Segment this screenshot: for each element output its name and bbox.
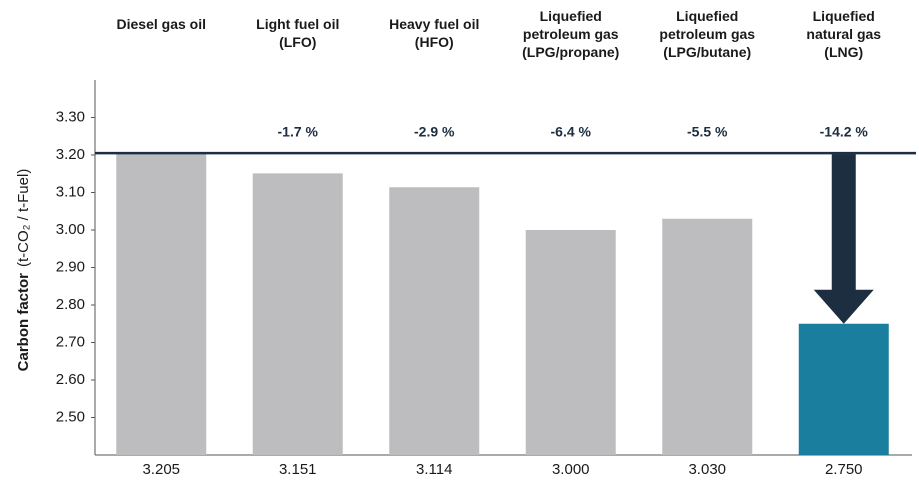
y-tick-label: 2.80 — [56, 296, 85, 313]
y-tick-label: 3.10 — [56, 183, 85, 200]
value-label: 3.030 — [688, 461, 726, 478]
category-label: Heavy fuel oil (HFO) — [389, 16, 479, 50]
y-tick-label: 2.90 — [56, 258, 85, 275]
category-label: Liquefied petroleum gas (LPG/propane) — [522, 8, 619, 60]
y-tick-label: 3.00 — [56, 221, 85, 238]
category-line: Heavy fuel oil — [389, 16, 479, 32]
y-tick-label: 2.60 — [56, 371, 85, 388]
category-line: (LNG) — [824, 44, 863, 60]
bar — [116, 153, 207, 455]
change-label: -5.5 % — [687, 124, 728, 140]
y-tick-label: 3.30 — [56, 108, 85, 125]
y-tick-label: 2.70 — [56, 333, 85, 350]
change-label: -6.4 % — [551, 124, 592, 140]
bar — [662, 218, 753, 455]
category-label: Light fuel oil (LFO) — [256, 16, 339, 50]
y-axis-title: Carbon factor — [15, 273, 32, 372]
reduction-arrow — [813, 154, 874, 324]
bar — [252, 173, 343, 455]
category-line: (LPG/butane) — [663, 44, 751, 60]
category-line: (HFO) — [415, 34, 454, 50]
y-axis-label: Carbon factor (t-CO₂ / t-Fuel) — [15, 169, 32, 372]
y-tick-label: 2.50 — [56, 408, 85, 425]
category-line: petroleum gas — [659, 26, 755, 42]
category-line: (LFO) — [279, 34, 316, 50]
bar — [798, 323, 889, 455]
category-line: Liquefied — [813, 8, 875, 24]
bar — [525, 230, 616, 455]
category-label: Diesel gas oil — [117, 16, 206, 32]
change-label: -2.9 % — [414, 124, 455, 140]
value-label: 3.000 — [552, 461, 590, 478]
value-label: 3.205 — [142, 461, 180, 478]
y-tick-label: 3.20 — [56, 146, 85, 163]
category-line: Light fuel oil — [256, 16, 339, 32]
y-axis-unit: (t-CO₂ / t-Fuel) — [15, 169, 32, 267]
category-line: natural gas — [806, 26, 881, 42]
category-label: Liquefied petroleum gas (LPG/butane) — [659, 8, 755, 60]
value-label: 3.151 — [279, 461, 317, 478]
bar — [389, 187, 480, 455]
change-label: -1.7 % — [278, 124, 319, 140]
category-line: (LPG/propane) — [522, 44, 619, 60]
category-line: Diesel gas oil — [117, 16, 206, 32]
value-label: 2.750 — [825, 461, 863, 478]
category-line: petroleum gas — [523, 26, 619, 42]
category-label: Liquefied natural gas (LNG) — [806, 8, 881, 60]
change-label: -14.2 % — [820, 124, 869, 140]
value-label: 3.114 — [416, 461, 452, 478]
category-line: Liquefied — [676, 8, 738, 24]
category-line: Liquefied — [540, 8, 602, 24]
